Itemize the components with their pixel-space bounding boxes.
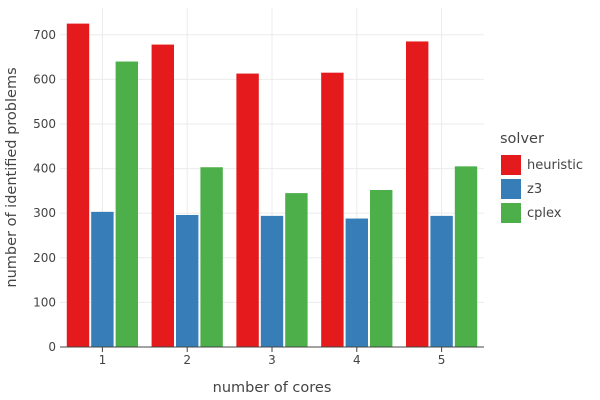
legend-swatch (501, 155, 521, 175)
y-tick-label: 600 (33, 72, 56, 86)
bar-cplex-1 (115, 61, 139, 348)
bar-cplex-3 (285, 193, 308, 347)
x-tick-label: 3 (268, 353, 276, 367)
y-tick-label: 400 (33, 162, 56, 176)
bar-z3-4 (345, 218, 369, 347)
legend-swatch (501, 203, 521, 223)
y-tick-label: 700 (33, 28, 56, 42)
legend-item-heuristic: heuristic (501, 155, 583, 175)
bar-heuristic-5 (405, 41, 429, 347)
legend-swatch (501, 179, 521, 199)
bar-heuristic-4 (321, 72, 344, 347)
legend-label: heuristic (527, 158, 583, 173)
x-tick-label: 4 (353, 353, 361, 367)
legend-label: z3 (527, 182, 542, 197)
legend-items: heuristic z3 cplex (501, 155, 583, 223)
x-tick-label: 2 (183, 353, 191, 367)
y-axis-title: number of identified problems (4, 67, 20, 287)
bar-heuristic-1 (66, 23, 90, 347)
y-tick-label: 500 (33, 117, 56, 131)
x-tick-labels: 1 2 3 4 5 (99, 353, 446, 367)
bar-cplex-2 (200, 167, 223, 347)
bar-heuristic-3 (236, 73, 259, 348)
bar-heuristic-2 (151, 44, 174, 347)
x-tick-label: 1 (99, 353, 107, 367)
axes (60, 346, 484, 352)
legend-label: cplex (527, 206, 562, 221)
x-axis-title: number of cores (213, 380, 332, 396)
bar-z3-2 (175, 214, 199, 347)
bar-series (66, 23, 478, 348)
bar-cplex-5 (454, 166, 478, 347)
legend-title: solver (500, 131, 544, 147)
legend-item-z3: z3 (501, 179, 542, 199)
bar-cplex-4 (370, 189, 393, 347)
y-tick-label: 300 (33, 206, 56, 220)
bar-z3-3 (260, 215, 284, 347)
legend-item-cplex: cplex (501, 203, 562, 223)
y-tick-label: 100 (33, 295, 56, 309)
bar-z3-1 (91, 211, 114, 347)
y-tick-label: 0 (48, 340, 56, 354)
bar-z3-5 (430, 215, 453, 347)
y-tick-labels: 0 100 200 300 400 500 600 700 (33, 28, 56, 354)
y-tick-label: 200 (33, 251, 56, 265)
legend: solver heuristic z3 cplex (500, 131, 583, 223)
x-tick-label: 5 (438, 353, 446, 367)
